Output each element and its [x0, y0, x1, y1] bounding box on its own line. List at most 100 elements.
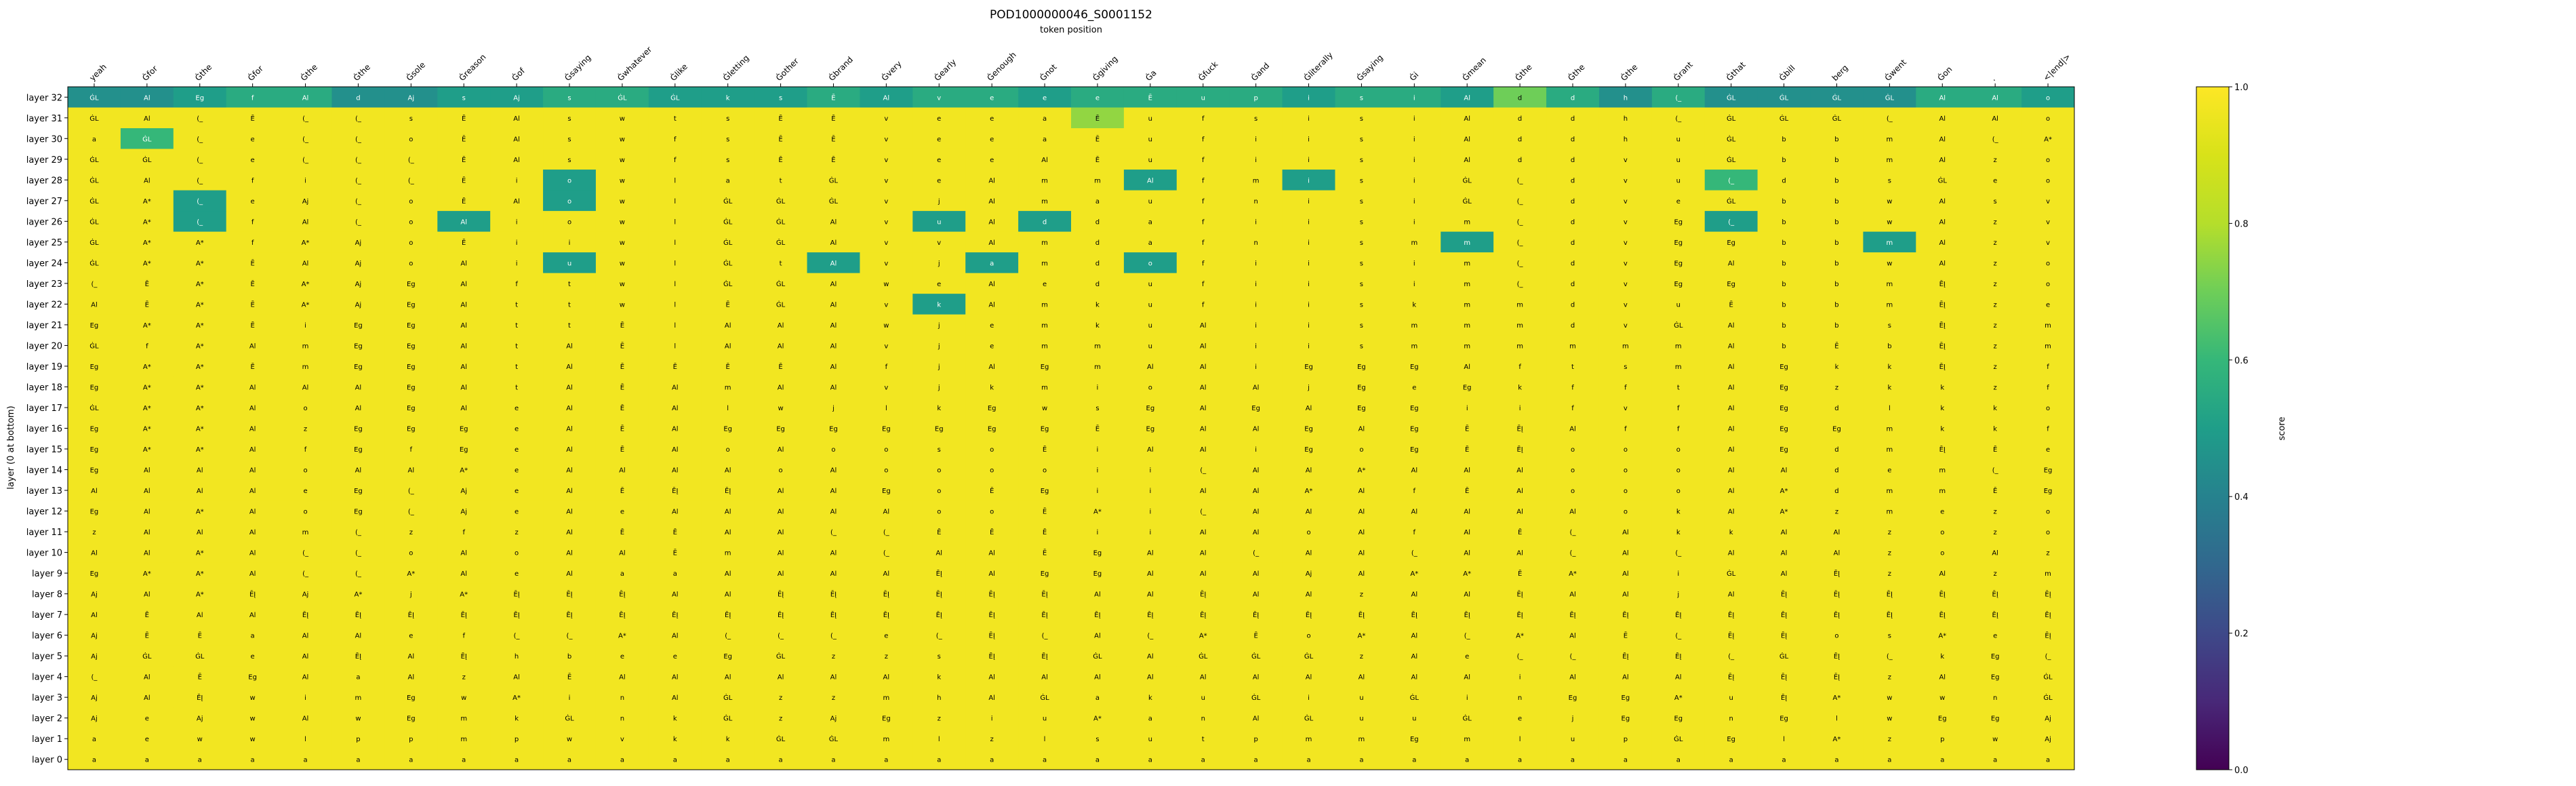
- heatmap-cell: [437, 149, 491, 170]
- heatmap-cell: [543, 128, 597, 150]
- heatmap-cell: [1176, 314, 1230, 336]
- cell-label: z: [1888, 550, 1891, 557]
- cell-label: A*: [1305, 488, 1313, 495]
- heatmap-cell: [1441, 170, 1494, 191]
- cell-label: ĒĮ: [1992, 610, 1998, 619]
- cell-label: o: [409, 260, 413, 267]
- heatmap-cell: [1071, 438, 1125, 460]
- cell-label: o: [303, 509, 307, 516]
- heatmap-cell: [1018, 87, 1072, 109]
- heatmap-cell: [1863, 231, 1916, 253]
- heatmap-cell: [1651, 231, 1706, 253]
- heatmap-cell: [173, 231, 227, 253]
- heatmap-cell: [1018, 335, 1072, 357]
- cell-label: Al: [566, 550, 573, 557]
- cell-label: Al: [1622, 674, 1629, 682]
- cell-label: ĒĮ: [778, 610, 784, 619]
- cell-label: e: [1887, 467, 1891, 475]
- heatmap-cell: [595, 231, 649, 253]
- heatmap-cell: [648, 107, 702, 129]
- heatmap-cell: [807, 376, 860, 398]
- cell-label: e: [673, 653, 677, 661]
- heatmap-cell: [490, 418, 544, 439]
- cell-label: ĠL: [89, 404, 99, 412]
- heatmap-cell: [437, 128, 491, 150]
- heatmap-cell: [1335, 87, 1388, 109]
- cell-label: Al: [460, 570, 467, 578]
- cell-label: a: [1148, 239, 1152, 247]
- heatmap-cell: [1071, 107, 1125, 129]
- cell-label: e: [620, 509, 624, 516]
- heatmap-cell: [120, 87, 174, 109]
- cell-label: Al: [355, 405, 362, 412]
- cell-label: Al: [1569, 674, 1576, 682]
- cell-label: d: [356, 94, 360, 102]
- heatmap-cell: [1493, 542, 1547, 564]
- cell-label: Eg: [195, 94, 204, 102]
- cell-label: ĠL: [565, 714, 574, 723]
- cell-label: (_: [1411, 550, 1418, 557]
- cell-label: Al: [144, 177, 150, 184]
- cell-label: z: [462, 674, 466, 682]
- heatmap-cell: [437, 459, 491, 481]
- cell-label: Al: [1464, 591, 1470, 599]
- cell-label: Al: [91, 612, 98, 619]
- heatmap-cell: [1282, 170, 1335, 191]
- cell-label: o: [937, 509, 941, 516]
- cell-label: i: [1255, 260, 1257, 267]
- heatmap-cell: [595, 397, 649, 418]
- cell-label: ĒĮ: [672, 486, 678, 495]
- heatmap-cell: [1335, 459, 1388, 481]
- cell-label: A*: [143, 384, 151, 391]
- heatmap-cell: [1546, 479, 1600, 501]
- cell-label: Eg: [90, 322, 99, 330]
- cell-label: a: [1095, 198, 1100, 205]
- cell-label: z: [938, 715, 941, 723]
- cell-label: ĠL: [723, 693, 733, 702]
- cell-label: Al: [460, 405, 467, 412]
- heatmap-cell: [1651, 459, 1706, 481]
- cell-label: A*: [143, 570, 151, 578]
- cell-label: z: [1994, 363, 1997, 371]
- heatmap-cell: [1176, 128, 1230, 150]
- heatmap-cell: [912, 397, 966, 418]
- heatmap-cell: [1546, 211, 1600, 233]
- cell-label: m: [2045, 322, 2051, 330]
- cell-label: w: [620, 136, 625, 143]
- heatmap-cell: [1441, 479, 1494, 501]
- cell-label: Al: [1834, 550, 1840, 557]
- cell-label: Eg: [1938, 715, 1947, 723]
- cell-label: Ē: [198, 631, 202, 640]
- cell-label: Eg: [407, 405, 416, 412]
- cell-label: ĠL: [723, 714, 733, 723]
- cell-label: A*: [1780, 488, 1788, 495]
- heatmap-cell: [543, 170, 597, 191]
- heatmap-cell: [1493, 459, 1547, 481]
- cell-label: Ē: [462, 134, 466, 143]
- cell-label: f: [674, 136, 677, 143]
- cell-label: ĠL: [2043, 673, 2053, 682]
- cell-label: Ē: [1518, 528, 1522, 536]
- heatmap-cell: [68, 397, 121, 418]
- cell-label: s: [726, 136, 729, 143]
- cell-label: k: [1993, 405, 1997, 412]
- x-tick-label: Ġthe: [193, 61, 214, 83]
- x-tick-labels: yeah Ġfor Ġthe Ġfor Ġthe Ġthe Ġsole Ġreason Ġof Ġ…: [87, 43, 2072, 87]
- cell-label: Al: [1939, 115, 1946, 123]
- heatmap-cell: [226, 170, 280, 191]
- cell-label: ĠL: [89, 238, 99, 247]
- heatmap-cell: [1546, 252, 1600, 274]
- cell-label: o: [515, 550, 519, 557]
- cell-label: Al: [1939, 260, 1946, 267]
- cell-label: Aj: [91, 694, 98, 702]
- heatmap-cell: [1282, 479, 1335, 501]
- heatmap-cell: [912, 273, 966, 294]
- heatmap-cell: [1018, 107, 1072, 129]
- heatmap-cell: [1123, 128, 1178, 150]
- heatmap-cell: [226, 438, 280, 460]
- cell-label: d: [1571, 260, 1575, 267]
- cell-label: (_: [830, 529, 837, 536]
- cell-label: k: [1940, 653, 1944, 661]
- cell-label: d: [1518, 115, 1522, 123]
- heatmap-cell: [384, 479, 438, 501]
